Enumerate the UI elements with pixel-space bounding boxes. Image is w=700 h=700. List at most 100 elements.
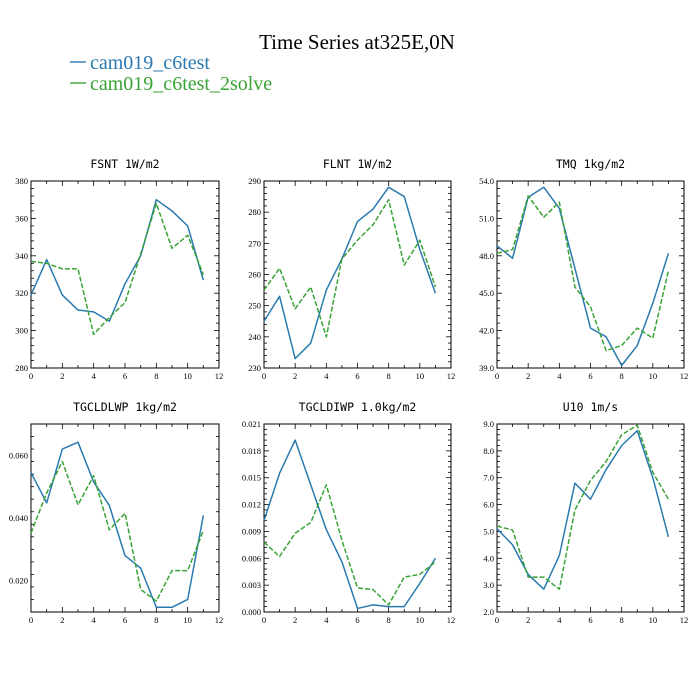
x-tick-label-4-1: 2 [293, 615, 297, 625]
panel-title-3: TGCLDLWP 1kg/m2 [73, 400, 177, 414]
x-tick-label-1-3: 6 [355, 371, 359, 381]
x-tick-label-4-3: 6 [355, 615, 359, 625]
panel-title-0: FSNT 1W/m2 [90, 157, 159, 171]
panels: FSNT 1W/m20 2 4 6 8 10 12280300320340360380FLN… [9, 157, 688, 625]
x-tick-label-2-3: 6 [588, 371, 592, 381]
x-tick-label-5-3: 6 [588, 615, 592, 625]
x-tick-label-5-5: 10 [649, 615, 658, 625]
x-tick-label-4-2: 4 [324, 615, 329, 625]
series-line-0-1 [30, 202, 205, 336]
y-tick-label-1-3: 260 [248, 270, 261, 280]
y-tick-label-5-6: 8.0 [483, 446, 494, 456]
x-tick-label-3-5: 10 [183, 615, 192, 625]
x-tick-label-1-4: 8 [387, 371, 391, 381]
x-tick-label-4-5: 10 [416, 615, 425, 625]
x-tick-label-1-2: 4 [324, 371, 329, 381]
series-line-5-0 [496, 429, 670, 590]
x-tick-label-1-1: 2 [293, 371, 297, 381]
y-tick-label-4-6: 0.018 [242, 446, 261, 456]
plot-frame-1 [263, 180, 452, 369]
x-tick-label-4-0: 0 [262, 615, 266, 625]
x-tick-label-0-2: 4 [92, 371, 97, 381]
chart-panel-1: FLNT 1W/m2 0 2 4 6 8 10 12 230 240 250 260 270 280 290 [248, 157, 455, 381]
y-tick-label-5-4: 6.0 [483, 500, 494, 510]
series-line-2-1 [496, 195, 670, 352]
y-tick-label-2-3: 48.0 [479, 251, 494, 261]
plot-frame-5 [496, 423, 685, 613]
chart-panel-2: TMQ 1kg/m2 0 2 4 6 8 10 12 39.0 42.0 45.0 48.0 51.0 5… [479, 157, 688, 381]
panel-title-5: U10 1m/s [563, 400, 618, 414]
y-tick-label-2-1: 42.0 [479, 326, 494, 336]
y-tick-label-4-4: 0.012 [242, 500, 261, 510]
series-line-0-0 [30, 198, 205, 322]
y-tick-label-4-3: 0.009 [242, 526, 261, 536]
y-tick-label-0-4: 360 [15, 213, 28, 223]
x-tick-label-5-2: 4 [557, 615, 562, 625]
y-tick-label-5-2: 4.0 [483, 553, 494, 563]
y-tick-label-4-2: 0.006 [242, 553, 261, 563]
plot-frame-4 [263, 423, 452, 613]
y-tick-label-4-0: 0.000 [242, 607, 261, 617]
y-tick-label-1-5: 280 [248, 207, 261, 217]
y-tick-label-5-7: 9.0 [483, 419, 494, 429]
series-line-4-1 [263, 484, 436, 606]
x-tick-label-5-6: 12 [680, 615, 689, 625]
y-tick-label-2-4: 51.0 [479, 213, 494, 223]
x-tick-label-3-6: 12 [215, 615, 224, 625]
y-tick-label-5-3: 5.0 [483, 526, 494, 536]
x-tick-label-0-0: 0 [29, 371, 33, 381]
legend: cam019_c6test cam019_c6test_2solve [70, 52, 272, 95]
x-tick-label-2-5: 10 [649, 371, 658, 381]
y-tick-label-0-5: 380 [15, 176, 28, 186]
y-tick-label-3-1: 0.040 [9, 513, 28, 523]
y-tick-label-1-4: 270 [248, 238, 261, 248]
y-tick-label-0-1: 300 [15, 326, 28, 336]
x-tick-label-1-0: 0 [262, 371, 266, 381]
x-tick-label-3-4: 8 [154, 615, 158, 625]
series-line-4-0 [263, 439, 437, 610]
x-tick-label-5-4: 8 [620, 615, 624, 625]
y-tick-label-2-0: 39.0 [479, 363, 494, 373]
figure-title: Time Series at325E,0N [259, 30, 455, 54]
panel-title-4: TGCLDIWP 1.0kg/m2 [299, 400, 417, 414]
x-tick-label-1-5: 10 [416, 371, 425, 381]
series-line-1-1 [263, 198, 437, 338]
y-tick-label-2-5: 54.0 [479, 176, 494, 186]
y-tick-label-4-7: 0.021 [242, 419, 261, 429]
y-tick-label-3-2: 0.060 [9, 450, 28, 460]
y-tick-label-1-2: 250 [248, 301, 261, 311]
x-tick-label-5-0: 0 [495, 615, 499, 625]
x-tick-label-3-2: 4 [92, 615, 97, 625]
x-tick-label-2-4: 8 [620, 371, 624, 381]
x-tick-label-2-6: 12 [680, 371, 689, 381]
y-tick-label-3-0: 0.020 [9, 576, 28, 586]
chart-panel-0: FSNT 1W/m2 0 2 4 6 8 10 12 280 300 320 340 360 380 [15, 157, 223, 381]
y-tick-label-4-5: 0.015 [242, 473, 261, 483]
y-tick-label-0-2: 320 [15, 288, 28, 298]
y-tick-label-4-1: 0.003 [242, 580, 261, 590]
y-tick-label-1-1: 240 [248, 332, 261, 342]
x-tick-label-4-6: 12 [447, 615, 456, 625]
x-tick-label-5-1: 2 [526, 615, 530, 625]
x-tick-label-1-6: 12 [447, 371, 456, 381]
panel-title-1: FLNT 1W/m2 [323, 157, 392, 171]
series-line-5-1 [496, 424, 670, 590]
x-tick-label-0-4: 8 [154, 371, 158, 381]
panel-title-2: TMQ 1kg/m2 [556, 157, 625, 171]
x-tick-label-2-0: 0 [495, 371, 499, 381]
series-line-1-0 [263, 186, 437, 360]
chart-panel-5: U10 1m/s 0 2 4 6 8 10 12 2.0 3.0 4.0 5.0 6.0 7.0 8.0 9.… [483, 400, 688, 625]
x-tick-label-2-1: 2 [526, 371, 530, 381]
y-tick-label-5-5: 7.0 [483, 473, 494, 483]
x-tick-label-0-3: 6 [123, 371, 127, 381]
y-tick-label-1-0: 230 [248, 363, 261, 373]
x-tick-label-4-4: 8 [387, 615, 391, 625]
y-tick-label-5-0: 2.0 [483, 607, 494, 617]
y-tick-label-1-6: 290 [248, 176, 261, 186]
chart-panel-3: TGCLDLWP 1kg/m2 0 2 4 6 8 10 12 0.020 0.040 0.060 [9, 400, 223, 625]
x-tick-label-0-5: 10 [183, 371, 192, 381]
x-tick-label-0-1: 2 [60, 371, 64, 381]
plot-frame-0 [30, 180, 220, 369]
legend-label-0: cam019_c6test [90, 52, 210, 74]
